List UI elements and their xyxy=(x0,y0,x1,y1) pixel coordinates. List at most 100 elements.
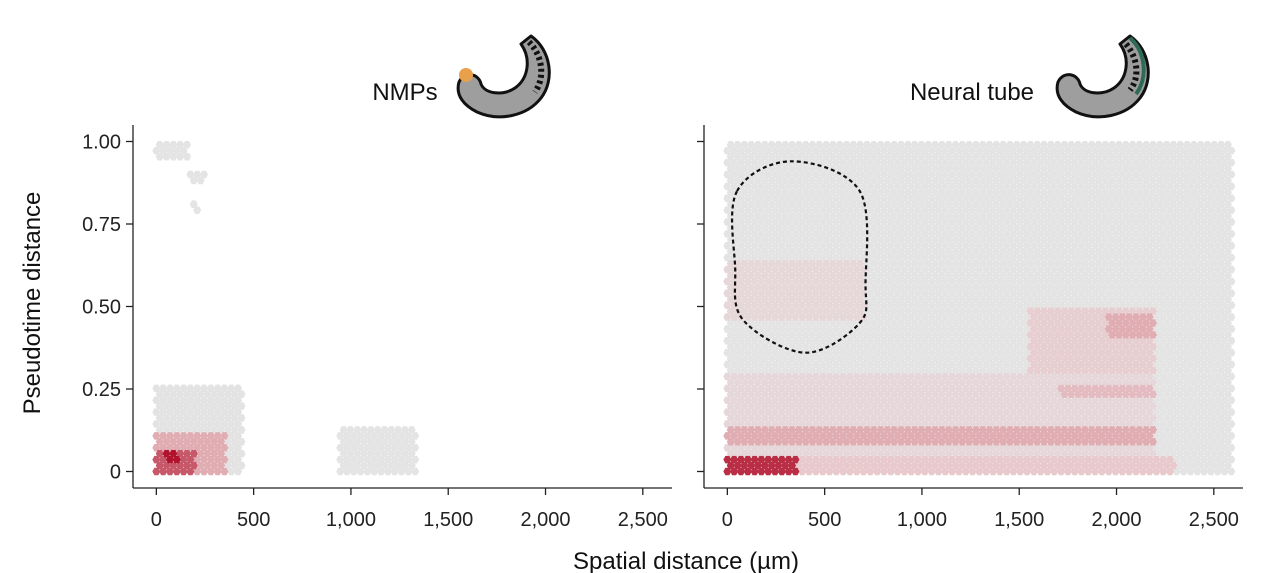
hexbin-cell xyxy=(951,366,960,375)
hexbin-cell xyxy=(1200,443,1209,452)
hexbin-cell xyxy=(397,467,406,476)
hexbin-cell xyxy=(159,396,168,404)
hexbin-cell xyxy=(726,366,735,375)
hexbin-cell xyxy=(1227,420,1236,428)
hexbin-cell xyxy=(1206,325,1215,333)
hexbin-cell xyxy=(390,455,399,464)
hexbin-cell xyxy=(883,366,892,375)
x-tick-label: 2,000 xyxy=(1091,509,1141,531)
hexbin-cell xyxy=(203,449,212,458)
hexbin-cell xyxy=(1220,396,1229,404)
hexbin-cell xyxy=(169,141,178,149)
hexbin-cell xyxy=(941,348,950,357)
hexbin-cell xyxy=(1196,331,1205,339)
hexbin-cell xyxy=(165,455,174,464)
hexbin-cell xyxy=(767,331,776,339)
hexbin-cell xyxy=(1220,443,1229,452)
hexbin-cell xyxy=(1152,372,1161,381)
hexbin-cell xyxy=(1172,360,1181,369)
hexbin-cell xyxy=(1189,342,1198,351)
hexbin-cell xyxy=(1009,348,1018,357)
hexbin-cell xyxy=(1172,467,1181,476)
hexbin-cell xyxy=(210,390,219,399)
hexbin-cell xyxy=(1189,390,1198,399)
hexbin-cell xyxy=(968,325,977,333)
hexbin-cell xyxy=(968,337,977,345)
hexbin-cell xyxy=(1213,420,1222,428)
hexbin-cell xyxy=(169,449,178,458)
hexbin-cell xyxy=(927,325,936,333)
hexbin-cell xyxy=(373,438,382,446)
hexbin-cell xyxy=(760,366,769,375)
hexbin-cell xyxy=(1200,360,1209,369)
hexbin-cell xyxy=(982,360,991,369)
hexbin-cell xyxy=(165,384,174,393)
hexbin-cell xyxy=(1220,372,1229,381)
hexbin-cell xyxy=(733,319,742,327)
hexbin-cell xyxy=(992,366,1001,375)
hexbin-cell xyxy=(954,325,963,333)
hexbin-cell xyxy=(835,366,844,375)
hexbin-cell xyxy=(1200,396,1209,404)
hexbin-cell xyxy=(1172,432,1181,440)
hexbin-cell xyxy=(920,325,929,333)
hexbin-cell xyxy=(227,408,236,416)
hexbin-cell xyxy=(924,366,933,375)
hexbin-cell xyxy=(203,438,212,446)
hexbin-cell xyxy=(1152,348,1161,357)
hexbin-cell xyxy=(366,426,375,434)
hexbin-cell xyxy=(193,432,202,440)
hexbin-cell xyxy=(1005,366,1014,375)
hexbin-cell xyxy=(1012,331,1021,339)
hexbin-cell xyxy=(210,438,219,446)
hexbin-cell xyxy=(363,455,372,464)
hexbin-cell xyxy=(213,443,222,452)
hexbin-cell xyxy=(866,337,875,345)
hexbin-cell xyxy=(189,176,198,185)
hexbin-cell xyxy=(897,331,906,339)
hexbin-cell xyxy=(397,432,406,440)
hexbin-cell xyxy=(206,396,215,404)
hexbin-cell xyxy=(169,461,178,470)
hexbin-cell xyxy=(794,342,803,351)
hexbin-cell xyxy=(805,360,814,369)
hexbin-cell xyxy=(897,342,906,351)
y-axis xyxy=(697,125,705,488)
hexbin-cell xyxy=(995,348,1004,357)
hexbin-cell xyxy=(965,354,974,363)
hexbin-cell xyxy=(788,319,797,327)
hexbin-cell xyxy=(1002,337,1011,345)
hexbin-cell xyxy=(196,426,205,434)
hexbin-cell xyxy=(879,337,888,345)
hexbin-cell xyxy=(1210,402,1219,410)
hexbin-cell xyxy=(152,384,161,393)
hexbin-cell xyxy=(1152,325,1161,333)
hexbin-cell xyxy=(988,337,997,345)
hexbin-cell xyxy=(349,432,358,440)
hexbin-cell xyxy=(825,348,834,357)
hexbin-cell xyxy=(1189,461,1198,470)
hexbin-cell xyxy=(859,337,868,345)
hexbin-cell xyxy=(346,438,355,446)
hexbin-cell xyxy=(893,337,902,345)
hexbin-cell xyxy=(1169,449,1178,458)
hexbin-cell xyxy=(1213,432,1222,440)
hexbin-cell xyxy=(196,461,205,470)
hexbin-cell xyxy=(757,360,766,369)
hexbin-cell xyxy=(1227,432,1236,440)
hexbin-cell xyxy=(1220,360,1229,369)
hexbin-cell xyxy=(196,449,205,458)
hexbin-cell xyxy=(397,455,406,464)
hexbin-cell xyxy=(1220,325,1229,333)
hexbin-cell xyxy=(788,354,797,363)
hexbin-cell xyxy=(914,325,923,333)
hexbin-cell xyxy=(336,455,345,464)
hexbin-cell xyxy=(862,342,871,351)
hexbin-cell xyxy=(914,360,923,369)
hexbin-cell xyxy=(794,319,803,327)
hexbin-cell xyxy=(900,337,909,345)
hexbin-cell xyxy=(1189,331,1198,339)
hexbin-cell xyxy=(1210,366,1219,375)
hexbin-cell xyxy=(1223,461,1232,470)
hexbin-cell xyxy=(948,325,957,333)
